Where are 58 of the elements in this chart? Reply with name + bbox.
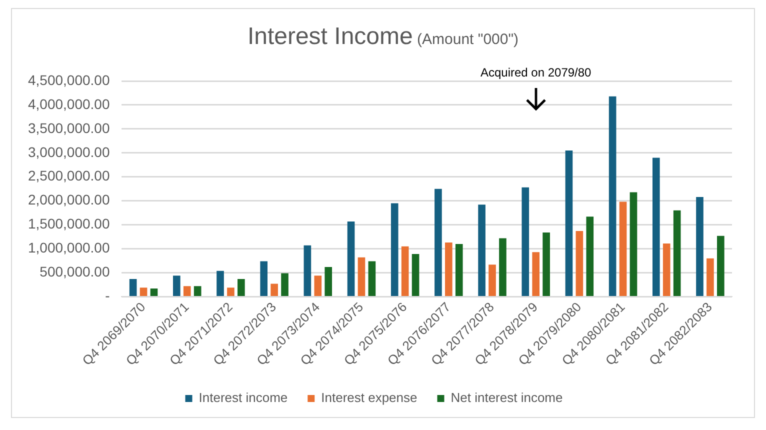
bar xyxy=(434,188,442,296)
chart-subtitle: (Amount "000") xyxy=(416,31,519,48)
bar xyxy=(706,258,714,296)
bar xyxy=(542,232,550,296)
bar xyxy=(173,276,180,296)
bar xyxy=(183,286,191,296)
y-tick-label: 4,000,000.00 xyxy=(28,96,110,112)
bar xyxy=(696,197,704,296)
bar xyxy=(324,266,332,296)
bar xyxy=(227,288,234,296)
bar xyxy=(150,288,158,296)
bar xyxy=(260,261,268,296)
y-tick-label: 1,500,000.00 xyxy=(28,216,110,232)
bar xyxy=(281,273,288,296)
bar xyxy=(652,158,660,296)
y-tick-label: 2,000,000.00 xyxy=(28,192,110,208)
bar xyxy=(129,278,137,296)
bar xyxy=(238,278,245,296)
y-tick-label: 1,000,000.00 xyxy=(28,240,110,256)
bar xyxy=(347,221,355,296)
bar xyxy=(478,204,486,296)
bar xyxy=(488,264,496,296)
bar xyxy=(194,286,202,296)
bar xyxy=(358,257,366,296)
legend-label: Interest income xyxy=(198,390,288,406)
legend-label: Net interest income xyxy=(450,390,563,406)
legend-label: Interest expense xyxy=(321,390,418,406)
bar xyxy=(522,187,530,296)
bar xyxy=(401,246,409,296)
y-tick-label: 2,500,000.00 xyxy=(28,168,110,184)
bar xyxy=(576,231,584,296)
annotation: Acquired on 2079/80 xyxy=(480,65,592,80)
bar xyxy=(390,203,398,296)
bar xyxy=(445,242,452,296)
bar xyxy=(586,216,594,296)
y-tick-label: 500,000.00 xyxy=(40,264,110,280)
bar xyxy=(368,261,376,296)
bar xyxy=(717,236,724,296)
bar xyxy=(630,192,638,296)
y-tick-label: - xyxy=(105,288,110,304)
bar xyxy=(532,252,540,296)
bar xyxy=(314,276,322,296)
bar xyxy=(140,288,148,296)
bar xyxy=(270,284,278,296)
y-tick-label: 3,000,000.00 xyxy=(28,144,110,160)
bar xyxy=(673,210,681,296)
bar xyxy=(662,243,670,296)
bar xyxy=(565,150,573,296)
bar xyxy=(455,244,463,296)
y-tick-label: 4,500,000.00 xyxy=(28,72,110,88)
y-tick-label: 3,500,000.00 xyxy=(28,120,110,136)
bar xyxy=(499,238,506,296)
bar xyxy=(619,202,627,296)
bar xyxy=(412,254,420,296)
bar xyxy=(608,96,616,296)
bar xyxy=(216,270,224,296)
chart-title: Interest Income xyxy=(247,23,413,50)
bar xyxy=(304,245,312,296)
